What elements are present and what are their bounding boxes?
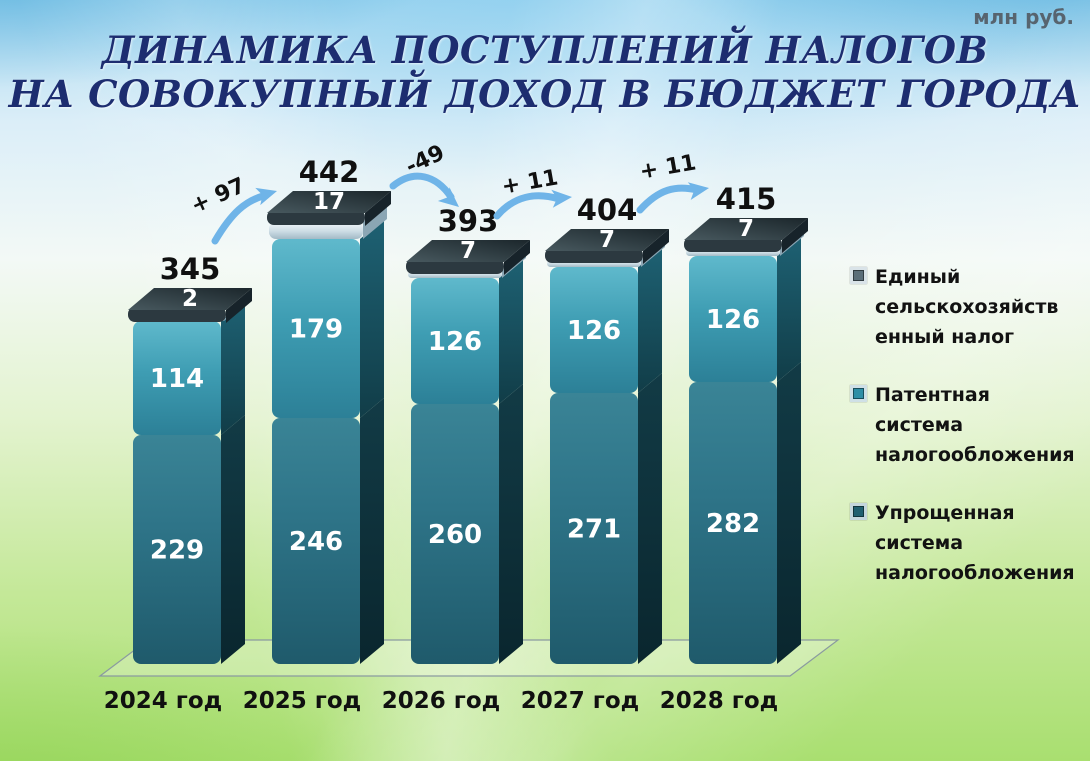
usn-value-label: 229 [150, 536, 204, 566]
lid-top [128, 288, 252, 310]
usn-side-face [638, 373, 662, 664]
usn-front-face [550, 393, 638, 664]
legend-label: Патентная система налогообложения [875, 384, 1075, 466]
lid-top [406, 240, 530, 262]
psn-side-face [777, 236, 801, 382]
delta-arrow-4: + 11 [636, 150, 709, 214]
psn-value-label: 126 [428, 327, 482, 357]
lid-top [684, 218, 808, 240]
legend-color-swatch [850, 385, 867, 402]
usn-value-label: 246 [289, 527, 343, 557]
category-label: 2027 год [521, 688, 639, 714]
legend-color-swatch [850, 503, 867, 520]
lid-side [365, 191, 391, 226]
psn-value-label: 114 [150, 364, 204, 394]
lid-front [267, 210, 365, 225]
usn-value-label: 282 [706, 509, 760, 539]
usn-side-face [499, 384, 523, 664]
legend-label: Упрощенная система налогообложения [875, 502, 1075, 584]
usn-front-face [689, 382, 777, 664]
legend-label: Единый сельскохозяйств енный налог [875, 266, 1059, 348]
bar-2026: 7 126 260 393 2026 год [382, 204, 530, 714]
psn-front-face [550, 267, 638, 393]
total-label: 404 [577, 193, 638, 227]
bar-2025: 17 179 246 442 2025 год [243, 155, 391, 714]
usn-value-label: 271 [567, 515, 621, 545]
delta-arrow-1: + 97 [187, 173, 277, 245]
usn-side-face [777, 362, 801, 664]
title-line-2: НА СОВОКУПНЫЙ ДОХОД В БЮДЖЕТ ГОРОДА [8, 72, 1082, 117]
psn-front-face [411, 278, 499, 404]
usn-side-face [360, 398, 384, 664]
eshn-value-label: 7 [738, 216, 754, 242]
usn-side-face [221, 415, 245, 664]
psn-side-face [360, 219, 384, 418]
psn-side-face [221, 301, 245, 435]
delta-label: + 11 [638, 150, 698, 184]
lid-top [545, 229, 669, 251]
lid-side [504, 240, 530, 275]
usn-value-label: 260 [428, 520, 482, 550]
arrow-head-icon [437, 187, 459, 207]
arrow-head-icon [687, 182, 709, 201]
category-label: 2026 год [382, 688, 500, 714]
total-label: 393 [438, 204, 499, 238]
usn-front-face [133, 435, 221, 664]
usn-front-face [411, 404, 499, 664]
arrow-curve [636, 184, 701, 214]
psn-front-face [689, 256, 777, 382]
total-label: 442 [299, 155, 360, 189]
delta-arrow-3: + 11 [493, 165, 572, 220]
legend-color-swatch [850, 267, 867, 284]
category-label: 2025 год [243, 688, 361, 714]
title-line-1: ДИНАМИКА ПОСТУПЛЕНИЙ НАЛОГОВ [101, 28, 989, 72]
lid-front [684, 237, 782, 252]
bar-2028: 7 126 282 415 2028 год [660, 182, 808, 714]
arrow-curve [211, 192, 267, 245]
arrow-curve [493, 192, 563, 220]
bar-2027: 7 126 271 404 2027 год [521, 193, 669, 714]
arrow-head-icon [551, 189, 572, 208]
arrow-head-icon [255, 187, 277, 206]
eshn-front-face [269, 222, 363, 239]
eshn-value-label: 17 [313, 189, 345, 215]
lid-front [406, 259, 504, 274]
chart-title: ДИНАМИКА ПОСТУПЛЕНИЙ НАЛОГОВ НА СОВОКУПН… [0, 28, 1090, 117]
lid-side [226, 288, 252, 323]
legend-item-patent: Патентная система налогообложения [850, 380, 1075, 470]
psn-front-face [133, 321, 221, 435]
psn-value-label: 179 [289, 315, 343, 345]
delta-arrow-2: -49 [389, 140, 459, 207]
bar-2024: 2 114 229 345 2024 год [104, 252, 252, 714]
total-label: 415 [716, 182, 777, 216]
lid-front [128, 307, 226, 322]
psn-value-label: 126 [706, 305, 760, 335]
category-label: 2028 год [660, 688, 778, 714]
total-label: 345 [160, 252, 221, 286]
lid-front [545, 248, 643, 263]
legend-item-usn: Упрощенная система налогообложения [850, 498, 1075, 588]
lid-side [782, 218, 808, 253]
category-label: 2024 год [104, 688, 222, 714]
unit-label: млн руб. [973, 5, 1074, 29]
arrow-curve [389, 172, 455, 201]
eshn-value-label: 7 [460, 238, 476, 264]
lid-top [267, 191, 391, 213]
psn-side-face [638, 247, 662, 393]
legend: Единый сельскохозяйств енный налог Патен… [850, 262, 1075, 616]
eshn-value-label: 7 [599, 227, 615, 253]
eshn-value-label: 2 [182, 286, 198, 312]
psn-value-label: 126 [567, 316, 621, 346]
lid-side [643, 229, 669, 264]
legend-item-eshn: Единый сельскохозяйств енный налог [850, 262, 1075, 352]
psn-side-face [499, 258, 523, 404]
usn-front-face [272, 418, 360, 664]
psn-front-face [272, 239, 360, 418]
